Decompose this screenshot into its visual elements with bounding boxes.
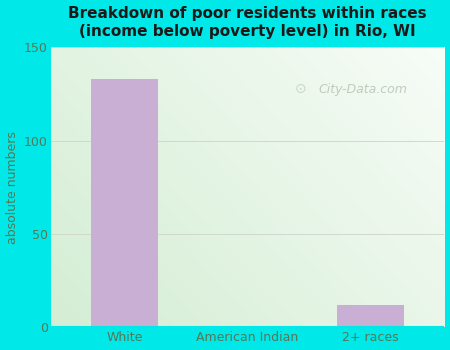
Title: Breakdown of poor residents within races
(income below poverty level) in Rio, WI: Breakdown of poor residents within races… [68, 6, 427, 39]
Y-axis label: absolute numbers: absolute numbers [5, 131, 18, 244]
Text: City-Data.com: City-Data.com [319, 83, 407, 96]
Text: ⊙: ⊙ [295, 82, 306, 96]
Bar [91, 79, 158, 327]
Bar [337, 305, 405, 327]
